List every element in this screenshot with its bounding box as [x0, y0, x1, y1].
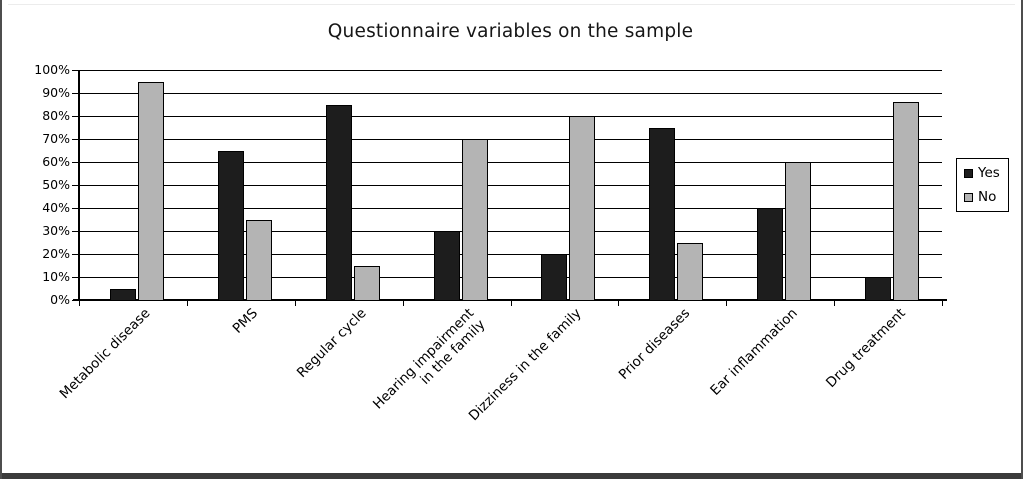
x-tick-label-6: Prior diseases — [615, 305, 693, 383]
chart-title: Questionnaire variables on the sample — [327, 21, 694, 42]
bar-yes-6 — [649, 127, 676, 300]
bar-yes-3 — [325, 104, 352, 300]
gridline-30 — [79, 231, 942, 232]
bar-no-8 — [893, 102, 920, 300]
x-tick-label-2: PMS — [230, 305, 262, 337]
y-axis-tick-50 — [72, 185, 79, 186]
y-axis-tick-0 — [72, 300, 79, 301]
y-tick-label-70: 70% — [42, 131, 70, 146]
legend: Yes No — [956, 158, 1009, 212]
bar-group-1 — [83, 70, 191, 300]
x-axis-tick-0 — [79, 301, 80, 306]
x-tick-label-1: Metabolic disease — [56, 305, 154, 403]
x-tick-label-7: Ear inflammation — [707, 305, 801, 399]
bar-yes-7 — [757, 208, 784, 300]
bar-no-3 — [353, 265, 380, 300]
legend-label-no: No — [978, 189, 997, 205]
bar-no-7 — [785, 162, 812, 300]
x-axis-tick-8 — [942, 301, 943, 306]
window-top-edge — [8, 4, 1015, 5]
x-axis-tick-3 — [402, 301, 404, 306]
x-axis-tick-5 — [618, 301, 620, 306]
y-axis-tick-40 — [72, 208, 79, 209]
bar-no-5 — [569, 116, 596, 300]
gridline-50 — [79, 185, 942, 186]
gridline-60 — [79, 162, 942, 163]
y-tick-label-20: 20% — [42, 246, 70, 261]
y-tick-label-80: 80% — [42, 108, 70, 123]
y-tick-label-60: 60% — [42, 154, 70, 169]
bar-yes-2 — [217, 150, 244, 300]
y-axis-tick-100 — [72, 70, 79, 71]
bar-group-2 — [191, 70, 299, 300]
bar-group-4 — [407, 70, 515, 300]
y-tick-label-30: 30% — [42, 223, 70, 238]
bar-yes-1 — [109, 288, 136, 300]
x-tick-label-8: Drug treatment — [823, 305, 909, 391]
y-tick-label-90: 90% — [42, 85, 70, 100]
legend-label-yes: Yes — [978, 165, 1000, 181]
bar-group-7 — [730, 70, 838, 300]
y-axis-tick-80 — [72, 116, 79, 117]
legend-row-yes: Yes — [964, 165, 1000, 181]
y-tick-label-50: 50% — [42, 177, 70, 192]
x-axis-tick-2 — [294, 301, 296, 306]
legend-row-no: No — [964, 189, 1000, 205]
bar-yes-8 — [865, 277, 892, 300]
y-axis-tick-70 — [72, 139, 79, 140]
x-axis-line — [73, 299, 947, 301]
legend-swatch-yes-icon — [964, 168, 973, 178]
y-axis-tick-60 — [72, 162, 79, 163]
bar-group-3 — [299, 70, 407, 300]
gridline-70 — [79, 139, 942, 140]
y-tick-label-40: 40% — [42, 200, 70, 215]
y-tick-label-0: 0% — [50, 292, 70, 307]
legend-swatch-no-icon — [964, 192, 973, 202]
bar-yes-5 — [541, 254, 568, 300]
y-axis-tick-90 — [72, 93, 79, 94]
plot-area — [79, 70, 942, 300]
bar-no-6 — [677, 242, 704, 300]
y-axis-tick-20 — [72, 254, 79, 255]
y-tick-label-10: 10% — [42, 269, 70, 284]
bar-group-5 — [515, 70, 623, 300]
gridline-10 — [79, 277, 942, 278]
y-tick-label-100: 100% — [34, 62, 70, 77]
bar-group-6 — [622, 70, 730, 300]
y-axis-tick-30 — [72, 231, 79, 232]
gridline-100 — [79, 70, 942, 71]
gridline-80 — [79, 116, 942, 117]
gridline-90 — [79, 93, 942, 94]
bar-no-2 — [245, 219, 272, 300]
bar-no-1 — [137, 81, 164, 300]
bar-no-4 — [461, 139, 488, 300]
gridline-20 — [79, 254, 942, 255]
bar-yes-4 — [433, 231, 460, 300]
y-axis-tick-10 — [72, 277, 79, 278]
gridline-40 — [79, 208, 942, 209]
window-bottom-band — [2, 473, 1021, 479]
x-axis-tick-6 — [726, 301, 728, 306]
x-axis-tick-1 — [186, 301, 188, 306]
x-axis-tick-4 — [510, 301, 512, 306]
x-axis-tick-7 — [834, 301, 836, 306]
x-tick-label-3: Regular cycle — [293, 305, 370, 381]
bar-group-8 — [838, 70, 946, 300]
